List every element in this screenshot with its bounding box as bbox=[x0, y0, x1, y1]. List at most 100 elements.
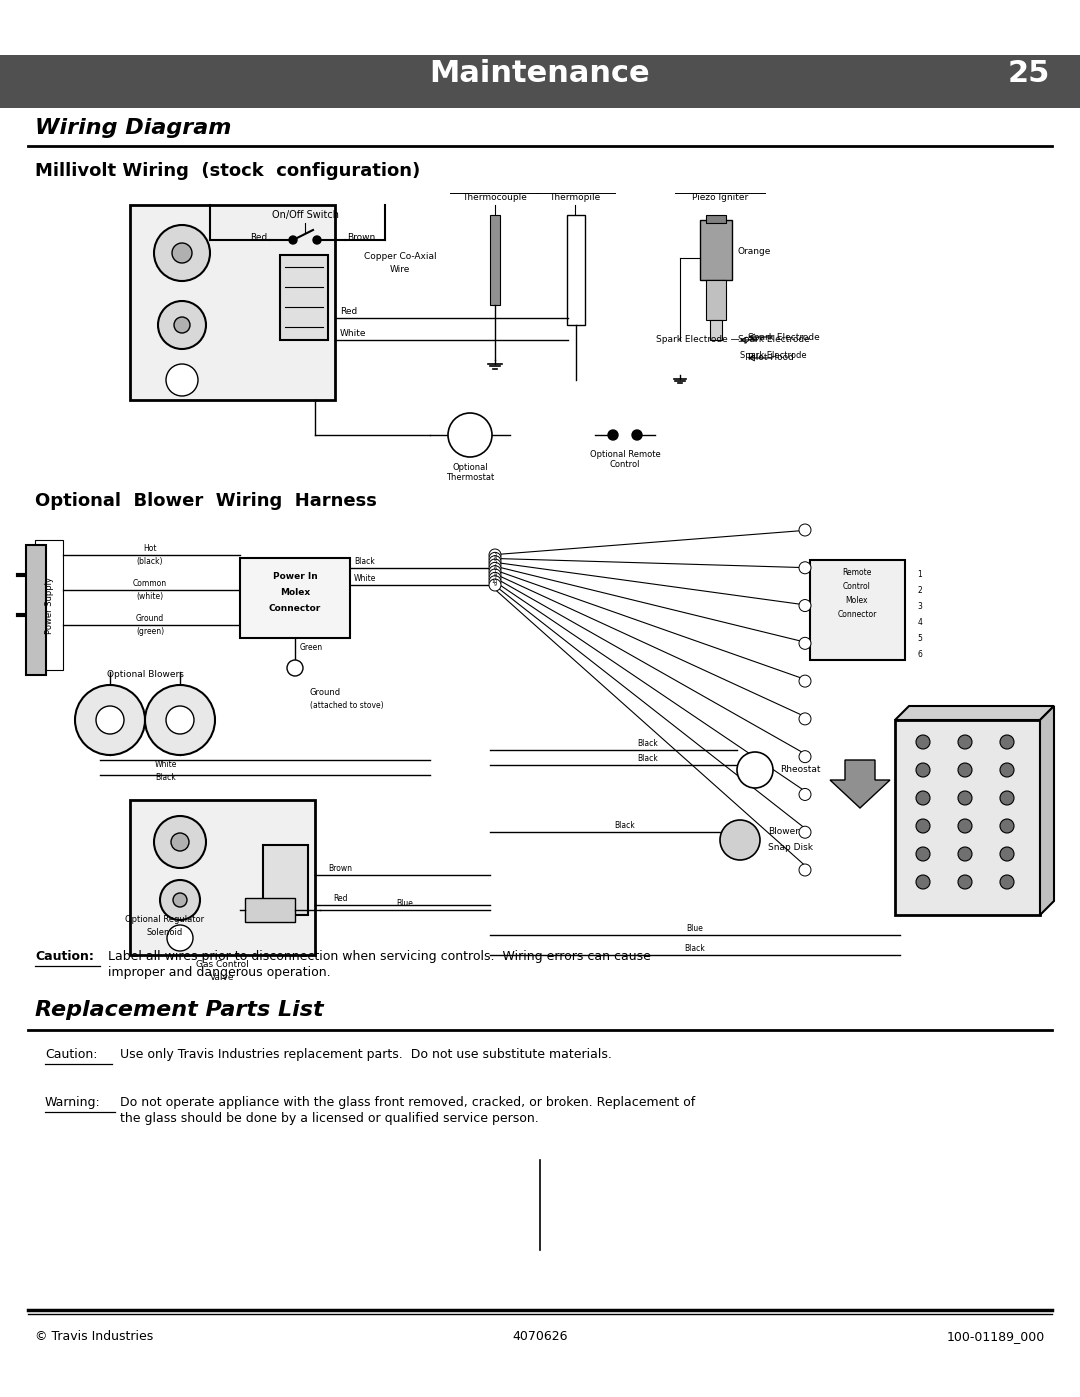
Text: Rheostat: Rheostat bbox=[780, 766, 821, 774]
Circle shape bbox=[720, 820, 760, 861]
Text: the glass should be done by a licensed or qualified service person.: the glass should be done by a licensed o… bbox=[120, 1112, 539, 1125]
Bar bbox=[130, 205, 335, 400]
Text: Blue: Blue bbox=[687, 923, 703, 933]
Text: Maintenance: Maintenance bbox=[430, 59, 650, 88]
Text: (black): (black) bbox=[137, 557, 163, 566]
Circle shape bbox=[172, 243, 192, 263]
Text: 7: 7 bbox=[494, 576, 497, 581]
Text: White: White bbox=[156, 760, 177, 768]
Text: improper and dangerous operation.: improper and dangerous operation. bbox=[108, 965, 330, 979]
Bar bbox=[700, 219, 732, 279]
Text: 6: 6 bbox=[494, 566, 497, 571]
Text: 3: 3 bbox=[918, 602, 922, 610]
Bar bbox=[264, 845, 308, 915]
Circle shape bbox=[166, 705, 194, 733]
Circle shape bbox=[96, 705, 124, 733]
Circle shape bbox=[287, 659, 303, 676]
Polygon shape bbox=[1040, 705, 1054, 915]
Bar bbox=[567, 215, 585, 326]
Circle shape bbox=[737, 752, 773, 788]
Text: 2: 2 bbox=[918, 585, 922, 595]
Circle shape bbox=[608, 430, 618, 440]
Text: Black: Black bbox=[637, 754, 659, 763]
Text: White: White bbox=[354, 574, 376, 583]
Circle shape bbox=[799, 637, 811, 650]
Text: Caution:: Caution: bbox=[35, 950, 94, 963]
Text: Brown: Brown bbox=[328, 863, 352, 873]
Bar bbox=[280, 256, 328, 339]
Bar bbox=[706, 279, 726, 320]
Text: Optional: Optional bbox=[453, 462, 488, 472]
Text: White: White bbox=[340, 330, 366, 338]
Circle shape bbox=[489, 549, 501, 562]
Circle shape bbox=[1000, 763, 1014, 777]
Circle shape bbox=[160, 880, 200, 921]
Text: Copper Co-Axial: Copper Co-Axial bbox=[364, 251, 436, 261]
Text: 1: 1 bbox=[918, 570, 922, 578]
Text: 4070626: 4070626 bbox=[512, 1330, 568, 1343]
Circle shape bbox=[958, 735, 972, 749]
Circle shape bbox=[916, 763, 930, 777]
Text: Optional Remote: Optional Remote bbox=[590, 450, 660, 460]
Text: 5: 5 bbox=[918, 634, 922, 643]
Circle shape bbox=[489, 552, 501, 564]
Text: 1: 1 bbox=[494, 569, 497, 574]
Bar bbox=[710, 320, 723, 339]
Text: Do not operate appliance with the glass front removed, cracked, or broken. Repla: Do not operate appliance with the glass … bbox=[120, 1097, 696, 1109]
Text: Connector: Connector bbox=[837, 610, 877, 619]
Circle shape bbox=[1000, 847, 1014, 861]
Polygon shape bbox=[831, 760, 890, 807]
Text: Use only Travis Industries replacement parts.  Do not use substitute materials.: Use only Travis Industries replacement p… bbox=[120, 1048, 612, 1060]
Text: (attached to stove): (attached to stove) bbox=[310, 701, 383, 710]
Text: Optional  Blower  Wiring  Harness: Optional Blower Wiring Harness bbox=[35, 492, 377, 510]
Text: Ground: Ground bbox=[136, 615, 164, 623]
Circle shape bbox=[916, 735, 930, 749]
Text: Pilot Hood: Pilot Hood bbox=[748, 353, 794, 362]
Circle shape bbox=[489, 556, 501, 567]
Text: Blue: Blue bbox=[396, 900, 414, 908]
Text: Warning:: Warning: bbox=[45, 1097, 100, 1109]
Text: Black: Black bbox=[685, 944, 705, 953]
Text: Thermopile: Thermopile bbox=[550, 193, 600, 203]
Text: 3: 3 bbox=[494, 552, 497, 557]
Text: Optional Blowers: Optional Blowers bbox=[107, 671, 184, 679]
Circle shape bbox=[958, 875, 972, 888]
Text: Millivolt Wiring  (stock  configuration): Millivolt Wiring (stock configuration) bbox=[35, 162, 420, 180]
Text: Red: Red bbox=[340, 307, 357, 316]
Text: 6: 6 bbox=[918, 650, 922, 659]
Bar bbox=[35, 541, 63, 671]
Text: Black: Black bbox=[354, 557, 376, 566]
Text: Ground: Ground bbox=[310, 687, 341, 697]
Text: Spark Electrode: Spark Electrode bbox=[740, 351, 807, 359]
Text: Optional Regulator: Optional Regulator bbox=[125, 915, 204, 923]
Circle shape bbox=[799, 524, 811, 536]
Circle shape bbox=[448, 414, 492, 457]
Circle shape bbox=[173, 893, 187, 907]
Circle shape bbox=[1000, 819, 1014, 833]
Text: Control: Control bbox=[843, 583, 870, 591]
Polygon shape bbox=[895, 705, 1054, 719]
Text: 4: 4 bbox=[494, 573, 497, 577]
Text: Blower: Blower bbox=[768, 827, 799, 837]
Circle shape bbox=[489, 573, 501, 584]
Text: Common: Common bbox=[133, 578, 167, 588]
Text: © Travis Industries: © Travis Industries bbox=[35, 1330, 153, 1343]
Circle shape bbox=[799, 599, 811, 612]
Circle shape bbox=[289, 236, 297, 244]
Circle shape bbox=[632, 430, 642, 440]
Circle shape bbox=[916, 875, 930, 888]
Text: Solenoid: Solenoid bbox=[147, 928, 184, 937]
Text: Connector: Connector bbox=[269, 604, 321, 613]
Text: Thermocouple: Thermocouple bbox=[462, 193, 527, 203]
Text: Caution:: Caution: bbox=[45, 1048, 97, 1060]
Circle shape bbox=[171, 833, 189, 851]
Text: Piezo Igniter: Piezo Igniter bbox=[692, 193, 748, 203]
Text: (green): (green) bbox=[136, 627, 164, 636]
Text: Spark Electrode: Spark Electrode bbox=[748, 332, 820, 341]
Text: Spark Electrode: Spark Electrode bbox=[738, 335, 810, 345]
Bar bbox=[0, 54, 1080, 108]
Polygon shape bbox=[26, 545, 46, 675]
Text: Molex: Molex bbox=[280, 588, 310, 597]
Text: 25: 25 bbox=[1008, 59, 1050, 88]
Circle shape bbox=[489, 578, 501, 591]
